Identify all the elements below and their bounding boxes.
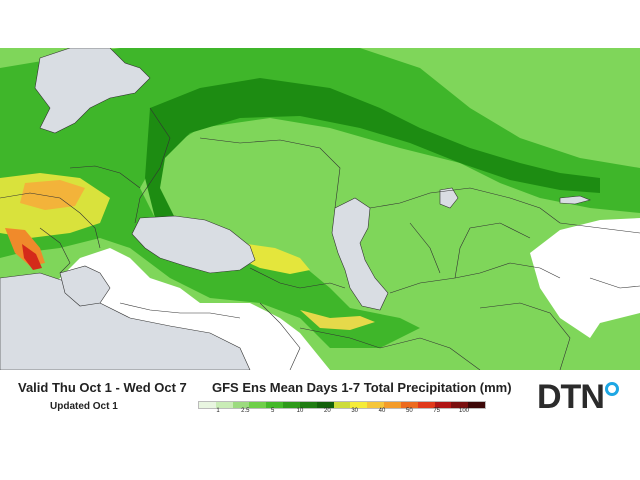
map-canvas xyxy=(0,48,640,370)
scale-label: 50 xyxy=(405,408,413,414)
scale-swatch xyxy=(283,402,300,408)
scale-swatch xyxy=(316,402,334,408)
scale-label: 40 xyxy=(378,408,386,414)
product-title: GFS Ens Mean Days 1-7 Total Precipitatio… xyxy=(212,380,512,395)
black-sea xyxy=(131,215,256,274)
scale-swatch xyxy=(299,402,317,408)
mediterranean-sea xyxy=(0,272,251,370)
scale-swatch xyxy=(232,402,250,408)
scale-swatch xyxy=(384,402,401,408)
scale-swatch xyxy=(468,402,486,408)
scale-label: 30 xyxy=(351,408,358,414)
precipitation-map xyxy=(0,48,640,370)
scale-label: 2.5 xyxy=(241,408,250,414)
scale-label: 10 xyxy=(296,408,304,414)
scale-label: 5 xyxy=(270,408,275,414)
scale-swatch xyxy=(266,402,284,408)
lake-balkhash xyxy=(559,195,591,205)
scale-swatch xyxy=(417,402,435,408)
aegean-sea xyxy=(59,265,111,307)
map-footer: Valid Thu Oct 1 - Wed Oct 7 Updated Oct … xyxy=(0,370,640,480)
color-scale-bar xyxy=(198,401,486,409)
scale-swatch xyxy=(400,402,418,408)
baltic-sea xyxy=(34,48,151,134)
precip-band-dark xyxy=(145,78,600,243)
scale-swatch xyxy=(333,402,351,408)
scale-swatch xyxy=(367,402,385,408)
color-scale-labels: 1 2.5 5 10 20 30 40 50 75 100 xyxy=(198,408,486,418)
precip-red-adriatic xyxy=(22,244,42,270)
caspian-sea xyxy=(331,197,389,311)
precip-yellow-caucasus xyxy=(238,243,310,274)
scale-swatch xyxy=(199,402,216,408)
scale-label: 100 xyxy=(458,408,470,414)
valid-period-label: Valid Thu Oct 1 - Wed Oct 7 xyxy=(18,380,187,395)
scale-swatch xyxy=(451,402,469,408)
logo-ring-icon xyxy=(604,382,619,396)
scale-swatch xyxy=(350,402,368,408)
dtn-logo: DTN xyxy=(537,380,619,414)
scale-label: 75 xyxy=(433,408,440,414)
aral-sea xyxy=(439,187,459,209)
precip-orange-carpathians xyxy=(20,180,85,210)
updated-label: Updated Oct 1 xyxy=(50,401,118,412)
scale-swatch xyxy=(249,402,267,408)
precip-yellow-elburz xyxy=(300,310,375,330)
scale-label: 1 xyxy=(216,408,220,414)
country-borders xyxy=(0,107,640,370)
scale-swatch xyxy=(215,402,233,408)
scale-swatch xyxy=(434,402,452,408)
scale-label: 20 xyxy=(323,408,331,414)
logo-text: DTN xyxy=(537,378,605,416)
